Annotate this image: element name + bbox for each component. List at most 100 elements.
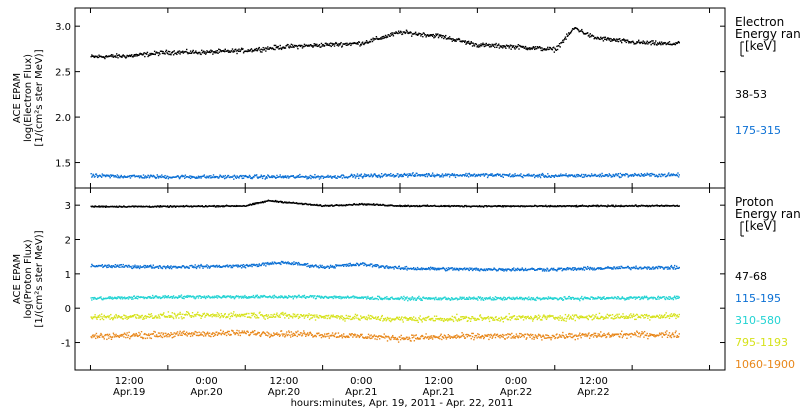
data-point bbox=[293, 313, 296, 316]
data-point bbox=[166, 297, 168, 299]
data-point bbox=[166, 206, 168, 208]
data-point bbox=[626, 298, 629, 300]
data-point bbox=[554, 175, 556, 177]
data-point bbox=[409, 298, 411, 300]
data-point bbox=[147, 316, 149, 318]
data-point bbox=[406, 205, 408, 207]
data-point bbox=[403, 268, 405, 271]
data-point bbox=[670, 264, 673, 267]
data-point bbox=[322, 296, 324, 298]
data-point bbox=[465, 43, 467, 45]
data-point bbox=[180, 316, 183, 318]
data-point bbox=[526, 48, 529, 51]
data-point bbox=[137, 175, 139, 178]
data-point bbox=[246, 264, 249, 267]
data-point bbox=[314, 295, 316, 297]
data-point bbox=[402, 297, 404, 300]
data-point bbox=[491, 173, 493, 175]
data-point bbox=[386, 35, 388, 38]
data-point bbox=[597, 267, 599, 269]
data-point bbox=[159, 53, 161, 55]
data-point bbox=[378, 174, 380, 176]
data-point bbox=[104, 174, 106, 177]
data-point bbox=[670, 174, 672, 177]
data-point bbox=[528, 48, 530, 50]
data-point bbox=[380, 38, 383, 40]
data-point bbox=[123, 296, 126, 298]
data-point bbox=[110, 175, 113, 177]
data-point bbox=[586, 297, 589, 299]
data-point bbox=[559, 46, 561, 48]
data-point bbox=[316, 316, 319, 318]
data-point bbox=[302, 295, 304, 297]
data-point bbox=[222, 295, 225, 297]
data-point bbox=[588, 267, 590, 269]
data-point bbox=[599, 38, 601, 41]
data-point bbox=[414, 173, 416, 176]
data-point bbox=[200, 53, 202, 56]
data-point bbox=[280, 312, 283, 314]
data-point bbox=[304, 315, 306, 318]
data-point bbox=[215, 50, 217, 52]
data-point bbox=[522, 46, 525, 48]
data-point bbox=[362, 262, 365, 264]
data-point bbox=[143, 264, 145, 267]
data-point bbox=[193, 297, 195, 299]
data-point bbox=[398, 298, 400, 301]
data-point bbox=[253, 312, 255, 314]
data-point bbox=[215, 315, 217, 318]
data-point bbox=[180, 294, 183, 296]
data-point bbox=[384, 296, 387, 299]
data-point bbox=[286, 315, 289, 317]
data-point bbox=[491, 43, 493, 46]
data-point bbox=[615, 296, 617, 299]
data-point bbox=[104, 316, 107, 318]
data-point bbox=[641, 297, 643, 300]
data-point bbox=[558, 268, 560, 271]
data-point bbox=[376, 297, 378, 300]
data-point bbox=[412, 267, 415, 269]
data-point bbox=[573, 175, 575, 178]
y-tick-label: 1 bbox=[65, 270, 71, 281]
data-point bbox=[274, 44, 277, 47]
data-point bbox=[501, 299, 504, 301]
data-point bbox=[272, 263, 275, 265]
data-point bbox=[605, 174, 607, 177]
data-point bbox=[543, 268, 545, 270]
data-point bbox=[188, 313, 191, 315]
data-point bbox=[454, 39, 457, 41]
data-point bbox=[217, 206, 219, 208]
data-point bbox=[348, 318, 350, 320]
data-point bbox=[375, 175, 378, 178]
data-point bbox=[526, 174, 528, 177]
data-point bbox=[668, 43, 670, 46]
data-point bbox=[630, 296, 632, 298]
data-point bbox=[365, 40, 368, 42]
data-point bbox=[425, 36, 427, 38]
data-point bbox=[514, 48, 516, 50]
data-point bbox=[597, 296, 599, 298]
data-point bbox=[450, 38, 453, 40]
data-point bbox=[227, 51, 230, 53]
data-point bbox=[97, 265, 99, 268]
data-point bbox=[221, 296, 223, 299]
data-point bbox=[262, 295, 264, 298]
data-point bbox=[352, 264, 354, 267]
data-point bbox=[284, 296, 287, 299]
data-point bbox=[202, 51, 204, 53]
data-point bbox=[388, 34, 390, 36]
data-point bbox=[543, 48, 546, 50]
data-point bbox=[346, 263, 348, 266]
data-point bbox=[387, 266, 389, 268]
data-point bbox=[151, 296, 153, 299]
data-point bbox=[420, 35, 422, 37]
data-point bbox=[344, 296, 347, 298]
data-point bbox=[242, 265, 244, 268]
data-point bbox=[586, 268, 588, 270]
y-axis-title-line: [1/(cm²s ster MeV)] bbox=[34, 49, 45, 146]
data-point bbox=[529, 48, 531, 51]
data-point bbox=[342, 319, 344, 321]
data-point bbox=[259, 176, 262, 178]
data-point bbox=[441, 36, 443, 39]
data-point bbox=[153, 267, 156, 269]
